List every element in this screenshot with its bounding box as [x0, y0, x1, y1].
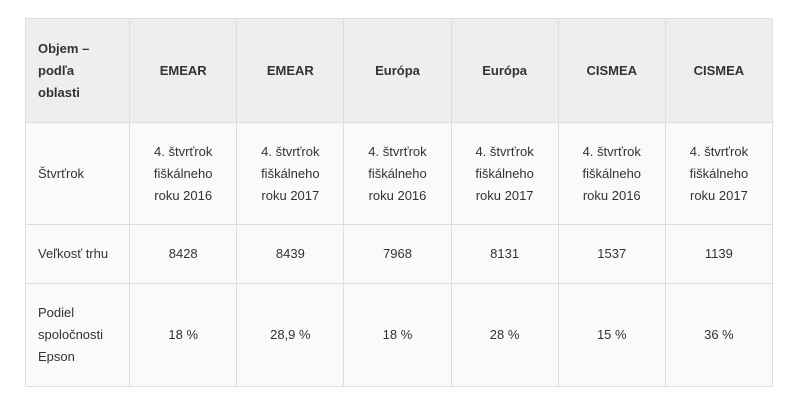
table-row-epson-share: Podiel spoločnosti Epson 18 % 28,9 % 18 … [24, 283, 774, 387]
table-cell: 18 % [343, 283, 452, 387]
region-header: EMEAR [236, 18, 345, 123]
table-cell: 15 % [557, 283, 666, 387]
region-header: EMEAR [129, 18, 238, 123]
table-cell: 8131 [450, 224, 559, 284]
table-cell: 1537 [557, 224, 666, 284]
table-cell: 36 % [664, 283, 774, 387]
table-row-market-size: Veľkosť trhu 8428 8439 7968 8131 1537 11… [24, 224, 774, 284]
table-cell: 28 % [450, 283, 559, 387]
row-label: Štvrťrok [24, 122, 131, 225]
corner-header: Objem – podľa oblasti [24, 18, 131, 123]
table-cell: 4. štvrťrok fiškálneho roku 2017 [236, 122, 345, 225]
row-label: Veľkosť trhu [24, 224, 131, 284]
table-cell: 1139 [664, 224, 774, 284]
table-cell: 8439 [236, 224, 345, 284]
data-table: Objem – podľa oblasti EMEAR EMEAR Európa… [24, 18, 774, 387]
table-cell: 4. štvrťrok fiškálneho roku 2016 [557, 122, 666, 225]
header-row: Objem – podľa oblasti EMEAR EMEAR Európa… [24, 18, 774, 123]
region-header: Európa [450, 18, 559, 123]
table-cell: 4. štvrťrok fiškálneho roku 2017 [664, 122, 774, 225]
table-cell: 18 % [129, 283, 238, 387]
region-header: Európa [343, 18, 452, 123]
table-cell: 4. štvrťrok fiškálneho roku 2016 [343, 122, 452, 225]
table-cell: 8428 [129, 224, 238, 284]
region-header: CISMEA [664, 18, 774, 123]
table-row-quarter: Štvrťrok 4. štvrťrok fiškálneho roku 201… [24, 122, 774, 225]
region-header: CISMEA [557, 18, 666, 123]
table-cell: 28,9 % [236, 283, 345, 387]
table-cell: 4. štvrťrok fiškálneho roku 2016 [129, 122, 238, 225]
table-cell: 4. štvrťrok fiškálneho roku 2017 [450, 122, 559, 225]
row-label: Podiel spoločnosti Epson [24, 283, 131, 387]
table-cell: 7968 [343, 224, 452, 284]
